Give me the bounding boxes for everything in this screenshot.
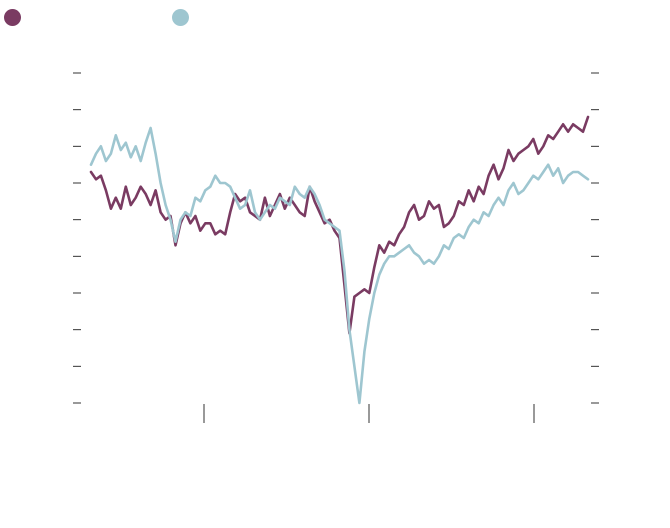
y-axis-left xyxy=(73,72,81,404)
y-axis-right xyxy=(591,72,599,404)
series-layer xyxy=(89,115,590,405)
x-axis xyxy=(203,404,535,423)
series-line-1 xyxy=(89,115,590,335)
legend-swatch-series-1 xyxy=(4,9,21,26)
legend-swatch-series-2 xyxy=(172,9,189,26)
series-line-2 xyxy=(89,126,590,405)
